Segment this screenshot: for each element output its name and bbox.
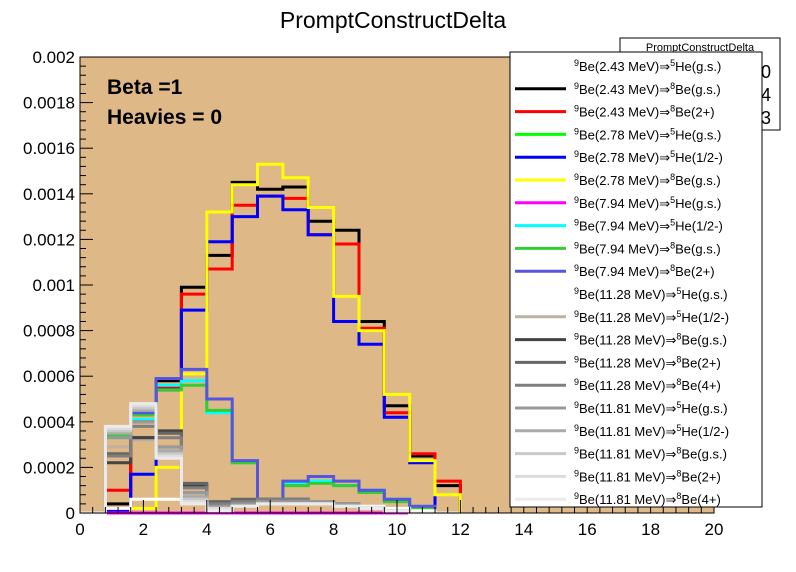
legend-label: 9Be(2.43 MeV)⇒8Be(g.s.) [574, 81, 721, 97]
x-tick-label: 18 [641, 520, 660, 539]
legend-label: 9Be(2.78 MeV)⇒5He(1/2-) [574, 149, 723, 165]
series-line-6 [80, 162, 462, 515]
y-tick-label: 0.0014 [23, 185, 75, 204]
legend-entry: 9Be(11.28 MeV)⇒8Be(2+) [515, 354, 721, 370]
legend-label: 9Be(2.78 MeV)⇒8Be(g.s.) [574, 172, 721, 188]
legend-entry: 9Be(2.43 MeV)⇒5He(g.s.) [515, 58, 721, 74]
axis-layer: 0 2 4 6 8 10 12 14 16 18 20 0 0.0002 0.0004 0.0006 0.00… [23, 48, 723, 539]
legend-label: 9Be(11.81 MeV)⇒5He(1/2-) [574, 423, 729, 439]
legend-items: 9Be(2.43 MeV)⇒5He(g.s.) 9Be(2.43 MeV)⇒8Be… [515, 58, 729, 507]
stats-box-title: PromptConstructDelta [646, 42, 755, 54]
x-tick-label: 0 [75, 520, 84, 539]
y-tick-label: 0.0016 [23, 139, 75, 158]
legend-entry: 9Be(11.81 MeV)⇒5He(1/2-) [515, 423, 729, 439]
legend-entry: 9Be(7.94 MeV)⇒8Be(g.s.) [515, 240, 721, 256]
legend-entry: 9Be(11.81 MeV)⇒8Be(2+) [515, 468, 721, 484]
legend-label: 9Be(11.28 MeV)⇒5He(g.s.) [574, 286, 728, 302]
x-tick-label: 14 [514, 520, 533, 539]
x-tick-label: 6 [265, 520, 274, 539]
legend-entry: 9Be(11.28 MeV)⇒8Be(g.s.) [515, 332, 727, 348]
legend-entry: 9Be(7.94 MeV)⇒5He(1/2-) [515, 218, 723, 234]
y-tick-label: 0.0008 [23, 322, 75, 341]
y-tick-label: 0.0018 [23, 94, 75, 113]
legend-entry: 9Be(11.28 MeV)⇒5He(g.s.) [515, 286, 728, 302]
legend-entry: 9Be(7.94 MeV)⇒5He(g.s.) [515, 195, 721, 211]
legend-entry: 9Be(11.81 MeV)⇒8Be(g.s.) [515, 446, 727, 462]
legend-entry: 9Be(2.43 MeV)⇒8Be(2+) [515, 104, 715, 120]
legend-label: 9Be(11.28 MeV)⇒5He(1/2-) [574, 309, 729, 325]
legend-label: 9Be(11.28 MeV)⇒8Be(g.s.) [574, 332, 727, 348]
legend-label: 9Be(11.81 MeV)⇒8Be(4+) [574, 491, 721, 507]
legend-label: 9Be(2.78 MeV)⇒5He(g.s.) [574, 126, 721, 142]
x-tick-label: 20 [705, 520, 724, 539]
stats-value-3: 3 [761, 108, 771, 128]
legend-label: 9Be(7.94 MeV)⇒8Be(2+) [574, 263, 715, 279]
y-tick-label: 0 [66, 504, 75, 523]
legend-label: 9Be(7.94 MeV)⇒5He(g.s.) [574, 195, 721, 211]
legend-entry: 9Be(7.94 MeV)⇒8Be(2+) [515, 263, 715, 279]
legend-label: 9Be(7.94 MeV)⇒8Be(g.s.) [574, 240, 721, 256]
legend-label: 9Be(2.43 MeV)⇒5He(g.s.) [574, 58, 721, 74]
stats-value-2: 4 [761, 85, 771, 105]
y-tick-label: 0.0006 [23, 367, 75, 386]
annotation-heavies: Heavies = 0 [107, 106, 222, 129]
legend-label: 9Be(11.81 MeV)⇒8Be(2+) [574, 468, 721, 484]
legend-entry: 9Be(11.81 MeV)⇒5He(g.s.) [515, 400, 728, 416]
legend-entry: 9Be(11.81 MeV)⇒8Be(4+) [515, 491, 721, 507]
legend-entry: 9Be(11.28 MeV)⇒5He(1/2-) [515, 309, 729, 325]
legend-label: 9Be(7.94 MeV)⇒5He(1/2-) [574, 218, 723, 234]
y-tick-label: 0.002 [32, 48, 75, 67]
legend-entry: 9Be(11.28 MeV)⇒8Be(4+) [515, 377, 721, 393]
y-tick-label: 0.0012 [23, 230, 75, 249]
stats-value-1: 0 [761, 62, 771, 82]
x-tick-label: 4 [202, 520, 211, 539]
y-tick-label: 0.001 [32, 276, 75, 295]
y-tick-label: 0.0002 [23, 458, 75, 477]
legend: 9Be(2.43 MeV)⇒5He(g.s.) 9Be(2.43 MeV)⇒8Be… [509, 51, 763, 508]
legend-label: 9Be(11.28 MeV)⇒8Be(4+) [574, 377, 721, 393]
legend-entry: 9Be(2.43 MeV)⇒8Be(g.s.) [515, 81, 721, 97]
series-line-5 [80, 194, 461, 515]
x-tick-label: 12 [451, 520, 470, 539]
x-tick-label: 2 [139, 520, 148, 539]
legend-label: 9Be(11.81 MeV)⇒8Be(g.s.) [574, 446, 727, 462]
legend-entry: 9Be(2.78 MeV)⇒8Be(g.s.) [515, 172, 721, 188]
legend-label: 9Be(11.81 MeV)⇒5He(g.s.) [574, 400, 728, 416]
x-tick-label: 8 [329, 520, 338, 539]
chart-title: PromptConstructDelta [280, 7, 506, 33]
x-tick-label: 10 [388, 520, 407, 539]
legend-label: 9Be(2.43 MeV)⇒8Be(2+) [574, 104, 715, 120]
x-tick-label: 16 [578, 520, 597, 539]
legend-entry: 9Be(2.78 MeV)⇒5He(g.s.) [515, 126, 721, 142]
legend-entry: 9Be(2.78 MeV)⇒5He(1/2-) [515, 149, 723, 165]
y-tick-label: 0.0004 [23, 413, 75, 432]
legend-label: 9Be(11.28 MeV)⇒8Be(2+) [574, 354, 721, 370]
annotation-beta: Beta =1 [107, 76, 183, 99]
